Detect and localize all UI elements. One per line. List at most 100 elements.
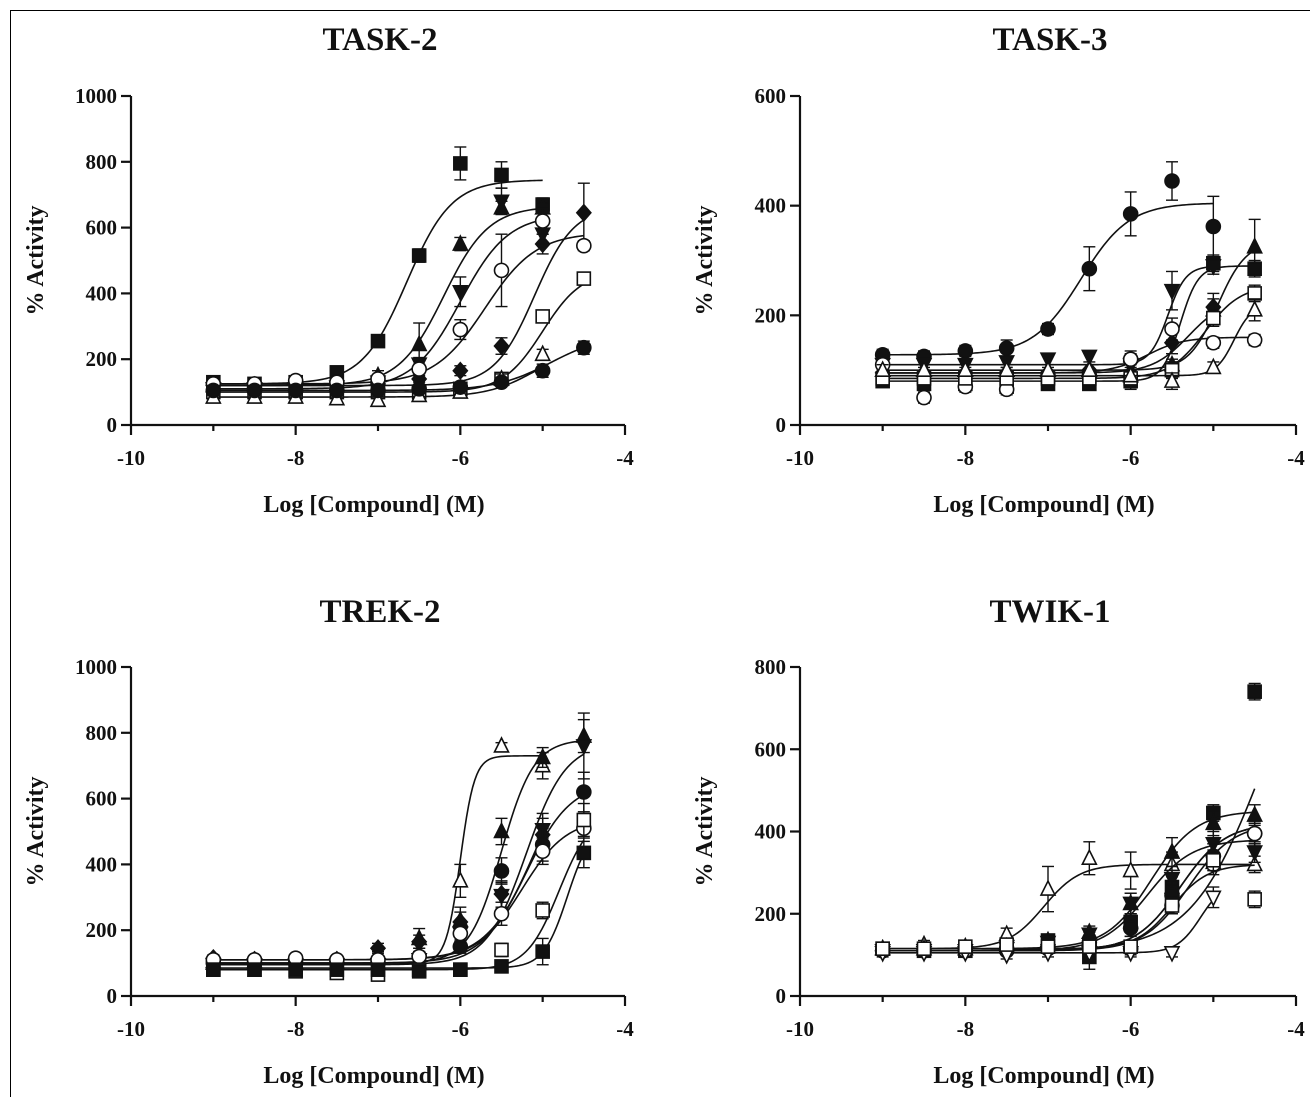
data-point <box>915 360 933 377</box>
data-point <box>206 962 221 977</box>
fit-curve <box>882 864 1255 950</box>
fit-curve <box>213 219 543 390</box>
data-point <box>247 962 262 977</box>
series-1 <box>874 841 1263 956</box>
data-point <box>452 361 469 380</box>
data-point <box>288 962 303 977</box>
y-tick-label: 0 <box>776 413 787 437</box>
data-point <box>535 309 550 324</box>
data-point <box>493 863 510 879</box>
data-point <box>493 194 510 212</box>
y-tick-label: 600 <box>755 84 787 108</box>
data-point <box>205 382 222 399</box>
fit-curve <box>213 853 585 969</box>
data-point <box>411 248 427 263</box>
series-1 <box>205 736 551 970</box>
series-2 <box>875 682 1262 970</box>
chart-panel-3: TREK-2 0 200 400 600 800 1000 -10 -8 -6 -4 Log [Com… <box>23 594 634 1089</box>
data-point <box>1205 334 1222 351</box>
data-point <box>1164 898 1180 913</box>
data-point <box>1082 939 1097 954</box>
fit-curve <box>213 755 543 964</box>
data-point <box>1163 871 1181 889</box>
y-tick-label: 600 <box>86 216 118 240</box>
y-axis-label: % Activity <box>23 206 49 316</box>
data-point <box>411 361 427 377</box>
data-point <box>1247 892 1262 907</box>
fit-curve <box>213 839 585 971</box>
data-point <box>1205 218 1222 235</box>
data-point <box>875 941 890 957</box>
y-tick-label: 800 <box>86 150 118 174</box>
x-tick-label: -8 <box>287 446 305 470</box>
data-point <box>575 739 593 756</box>
data-point <box>1122 896 1139 914</box>
data-point <box>1246 854 1263 872</box>
data-point <box>411 932 428 951</box>
x-tick-label: -6 <box>1122 446 1140 470</box>
fit-curve <box>882 265 1214 366</box>
x-tick-label: -10 <box>786 1017 814 1041</box>
fit-curve <box>213 794 585 964</box>
y-tick-label: 200 <box>86 347 118 371</box>
data-point <box>493 905 510 922</box>
data-point <box>494 959 509 974</box>
data-point <box>1081 260 1098 277</box>
data-point <box>1246 825 1263 842</box>
data-point <box>1122 206 1139 222</box>
fit-curve <box>213 283 585 393</box>
data-point <box>493 262 510 279</box>
data-point <box>999 937 1014 952</box>
data-point <box>535 903 550 918</box>
y-tick-label: 1000 <box>75 84 117 108</box>
data-point <box>1247 286 1262 301</box>
data-point <box>576 845 592 861</box>
series-9 <box>875 849 1262 957</box>
series-2 <box>205 198 551 393</box>
data-point <box>534 213 551 229</box>
data-point <box>410 334 428 352</box>
fit-curve <box>882 863 1255 950</box>
y-tick-label: 400 <box>86 281 118 305</box>
series-3 <box>205 712 593 975</box>
fit-curve <box>213 219 585 387</box>
data-point <box>370 333 386 349</box>
fit-curve <box>213 179 543 385</box>
data-point <box>452 925 469 942</box>
x-tick-label: -6 <box>452 1017 470 1041</box>
data-point <box>1246 805 1263 822</box>
fit-curve <box>882 310 1256 377</box>
chart-title: TREK-2 <box>319 594 440 630</box>
data-point <box>453 156 468 171</box>
data-point <box>1040 321 1056 337</box>
y-axis-label: % Activity <box>692 777 718 887</box>
data-point <box>1163 371 1181 388</box>
fit-curve <box>213 825 585 961</box>
data-point <box>329 962 345 977</box>
data-point <box>493 736 510 753</box>
series-4 <box>874 830 1263 961</box>
x-tick-label: -4 <box>1287 446 1305 470</box>
series-7 <box>206 802 592 982</box>
fit-curve <box>213 739 584 964</box>
data-point <box>1205 890 1222 908</box>
y-axis-label: % Activity <box>23 777 49 887</box>
data-point <box>1206 310 1221 326</box>
x-tick-label: -8 <box>287 1017 305 1041</box>
data-point <box>1081 349 1098 367</box>
chart-panel-2: TASK-3 0 200 400 600 -10 -8 -6 -4 Log [Compound] … <box>692 22 1305 518</box>
data-point <box>1163 842 1181 859</box>
data-point <box>370 382 386 399</box>
series-2 <box>205 718 593 970</box>
fit-curve <box>882 828 1255 952</box>
x-tick-label: -10 <box>117 1017 145 1041</box>
fit-curve <box>882 788 1256 952</box>
figure-frame <box>10 10 1310 1097</box>
data-point <box>494 942 509 958</box>
data-point <box>411 948 427 965</box>
data-point <box>452 379 469 395</box>
x-tick-label: -10 <box>786 446 814 470</box>
data-point <box>576 812 592 828</box>
data-point <box>1163 946 1181 963</box>
y-tick-label: 400 <box>86 852 118 876</box>
